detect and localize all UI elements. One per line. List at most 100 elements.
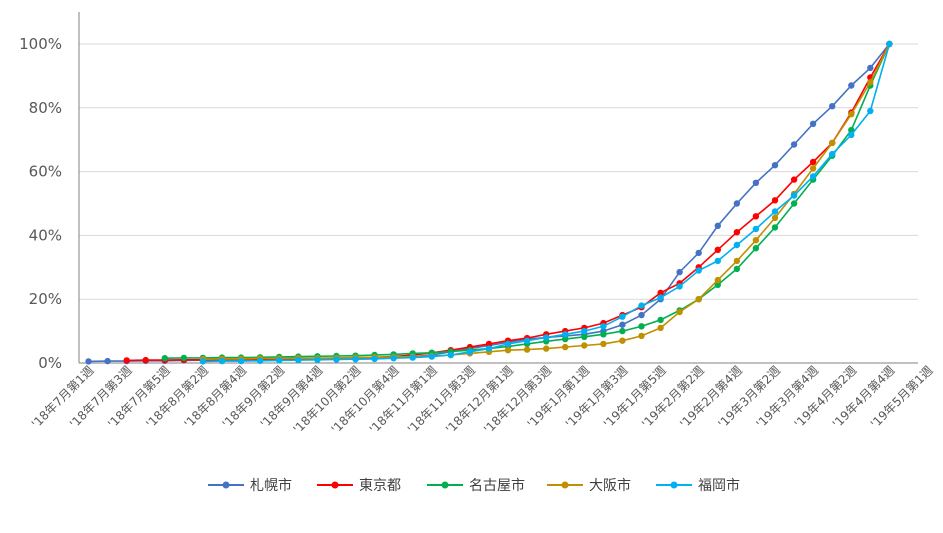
y-tick-label: 0% [38,354,62,372]
data-point [562,343,569,351]
data-point [752,213,760,220]
x-axis-ticks: '18年7月第1週'18年7月第3週'18年7月第5週'18年8月第2週'18年… [29,363,936,436]
data-point [504,347,512,354]
legend-item: 福岡市 [656,477,740,494]
data-point [581,342,588,349]
gridlines [79,43,918,300]
data-point [543,334,550,341]
data-point [390,355,397,362]
data-point [714,257,721,265]
data-point [333,356,340,363]
y-tick-label: 60% [29,163,62,181]
data-point [771,208,779,215]
x-tick-label: '18年10月第2週 [290,363,363,436]
data-point [771,197,779,204]
data-point [523,337,531,344]
legend-marker [331,481,339,489]
series-line [202,43,891,363]
data-point [676,268,683,276]
data-point [657,294,664,301]
data-point [714,222,721,229]
data-point [581,333,588,340]
data-point [695,267,702,274]
data-point [867,64,874,72]
data-point [619,313,626,320]
data-point [409,354,416,361]
y-tick-label: 40% [29,226,62,244]
data-point [638,311,645,319]
data-point [142,356,149,364]
data-point [886,40,893,48]
data-point [829,103,836,110]
data-point [695,296,702,303]
data-point [733,200,741,207]
data-point [771,224,779,231]
series-東京都 [123,40,893,364]
data-point [638,332,645,340]
data-point [714,281,721,288]
data-point [733,241,741,249]
y-tick-label: 80% [29,99,62,117]
data-point [314,356,321,363]
data-point [752,225,760,233]
data-point [733,229,741,236]
series-group [85,40,893,365]
data-point [256,357,264,364]
y-axis-ticks: 0% 20% 40% 60% 80% 100% [19,35,62,372]
series-名古屋市 [161,40,893,362]
series-福岡市 [199,40,893,365]
data-point [733,265,741,273]
data-point [733,257,741,265]
data-point [85,358,92,365]
data-point [790,176,798,183]
legend-label: 大阪市 [589,477,631,494]
data-point [428,353,435,360]
axes [78,12,918,364]
series-line [88,43,891,363]
legend-marker [441,481,449,489]
series-大阪市 [199,40,893,363]
data-point [485,340,493,348]
data-point [600,323,607,330]
data-point [237,357,245,365]
data-point [752,179,760,186]
data-point [657,289,664,296]
data-point [790,192,798,199]
x-tick-label: '18年12月第3週 [481,363,554,436]
data-point [695,249,702,257]
data-point [161,355,168,362]
data-point [180,354,188,362]
y-tick-label: 20% [29,290,62,308]
data-point [485,345,493,352]
legend-marker [561,481,569,489]
legend-label: 名古屋市 [469,477,525,494]
data-point [848,82,855,89]
data-point [199,358,207,365]
legend-marker [670,481,678,489]
x-tick-label: '18年10月第4週 [329,363,402,436]
data-point [562,335,569,343]
data-point [829,139,836,147]
data-point [848,131,855,139]
data-point [447,351,454,359]
data-point [352,356,359,363]
data-point [676,283,683,290]
data-point [581,327,588,335]
data-point [543,345,550,352]
data-point [562,331,569,338]
data-point [809,158,817,166]
data-point [809,173,817,180]
legend-item: 東京都 [317,478,401,494]
legend-label: 福岡市 [698,477,740,494]
data-point [619,321,626,328]
data-point [619,337,626,344]
data-point [638,302,645,309]
data-point [867,79,874,86]
data-point [466,348,474,355]
data-point [809,165,817,172]
data-point [638,323,645,330]
data-point [104,357,111,365]
data-point [771,214,779,222]
y-tick-label: 100% [19,35,62,53]
